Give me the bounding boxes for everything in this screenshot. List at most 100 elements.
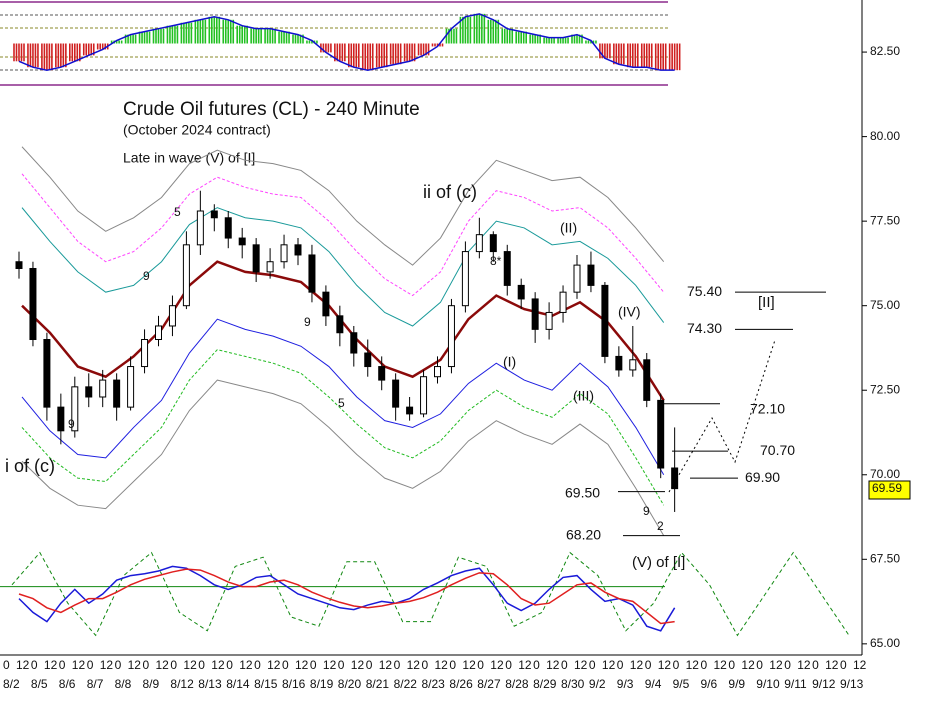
candle-body xyxy=(531,298,539,330)
x-date-label: 9/4 xyxy=(645,677,662,691)
x-hour-label: 12 xyxy=(16,658,30,672)
x-hour-label: 12 xyxy=(295,658,309,672)
projection-path xyxy=(668,339,776,493)
wave-label: 8* xyxy=(490,254,502,268)
wave-label: 5 xyxy=(174,205,181,219)
x-hour-label: 0 xyxy=(701,658,708,672)
wave-label: (II) xyxy=(560,220,577,236)
x-hour-label: 0 xyxy=(784,658,791,672)
x-date-label: 9/11 xyxy=(784,677,807,691)
y-tick-label: 82.50 xyxy=(870,44,900,58)
x-hour-label: 12 xyxy=(490,658,504,672)
x-date-label: 9/12 xyxy=(812,677,836,691)
candle-body xyxy=(308,254,316,293)
x-hour-label: 0 xyxy=(59,658,66,672)
y-tick-label: 75.00 xyxy=(870,298,900,312)
x-hour-label: 0 xyxy=(840,658,847,672)
x-hour-label: 12 xyxy=(518,658,532,672)
level-label: 68.20 xyxy=(566,526,601,542)
x-hour-label: 0 xyxy=(673,658,680,672)
x-hour-label: 0 xyxy=(87,658,94,672)
x-hour-label: 12 xyxy=(797,658,811,672)
candle-body xyxy=(434,366,441,378)
x-date-label: 8/29 xyxy=(533,677,557,691)
x-hour-label: 12 xyxy=(44,658,58,672)
x-hour-label: 12 xyxy=(211,658,225,672)
x-hour-label: 12 xyxy=(602,658,616,672)
x-date-label: 9/10 xyxy=(756,677,780,691)
x-hour-label: 0 xyxy=(617,658,624,672)
band-line xyxy=(21,349,665,506)
candle-body xyxy=(196,210,204,246)
x-hour-label: 0 xyxy=(589,658,596,672)
level-label: 69.90 xyxy=(745,469,780,485)
x-hour-label: 12 xyxy=(239,658,253,672)
y-tick-label: 72.50 xyxy=(870,382,900,396)
x-date-label: 8/26 xyxy=(449,677,473,691)
x-date-label: 8/12 xyxy=(170,677,194,691)
x-date-label: 8/9 xyxy=(143,677,160,691)
x-date-label: 8/21 xyxy=(366,677,390,691)
band-line xyxy=(21,379,665,536)
x-hour-label: 12 xyxy=(407,658,421,672)
wave-label: 9 xyxy=(68,417,75,431)
candle-body xyxy=(127,366,135,408)
wave-label: 9 xyxy=(143,269,150,283)
wave-label: 9 xyxy=(304,315,311,329)
x-hour-label: 0 xyxy=(143,658,150,672)
last-price-box xyxy=(868,480,911,500)
y-tick-label: 80.00 xyxy=(870,129,900,143)
x-date-label: 9/2 xyxy=(589,677,606,691)
x-date-label: 8/15 xyxy=(254,677,278,691)
level-label: 69.50 xyxy=(565,484,600,500)
level-label: 75.40 xyxy=(687,283,722,299)
candle-body xyxy=(559,291,567,313)
x-date-label: 8/23 xyxy=(422,677,446,691)
candle-body xyxy=(406,406,414,415)
x-hour-label: 12 xyxy=(72,658,86,672)
x-date-label: 8/19 xyxy=(310,677,334,691)
last-price-label: 69.59 xyxy=(872,481,902,495)
chart-title: Crude Oil futures (CL) - 240 Minute xyxy=(123,99,420,120)
x-date-label: 8/2 xyxy=(3,677,20,691)
candle-body xyxy=(210,210,218,219)
x-date-label: 8/22 xyxy=(394,677,418,691)
candle-body xyxy=(280,244,288,263)
candle-body xyxy=(252,244,260,273)
candle-body xyxy=(364,352,372,368)
x-hour-label: 0 xyxy=(3,658,10,672)
y-tick-label: 65.00 xyxy=(870,636,900,650)
candle-body xyxy=(43,339,51,408)
candle-body xyxy=(615,355,623,371)
chart-subtitle: (October 2024 contract) xyxy=(123,122,271,138)
x-date-label: 9/5 xyxy=(673,677,690,691)
x-hour-label: 0 xyxy=(449,658,456,672)
candle-body xyxy=(141,339,149,368)
wave-label: 2 xyxy=(657,519,664,533)
x-date-label: 9/6 xyxy=(701,677,718,691)
x-hour-label: 12 xyxy=(183,658,197,672)
x-hour-label: 0 xyxy=(728,658,735,672)
wave-label: (V) of [I] xyxy=(632,554,685,571)
x-hour-label: 12 xyxy=(825,658,839,672)
candle-body xyxy=(629,359,637,371)
candle-body xyxy=(155,325,162,341)
oscillator-line xyxy=(18,565,676,632)
band-line xyxy=(21,207,665,327)
candle-body xyxy=(99,379,107,398)
x-date-label: 9/13 xyxy=(840,677,864,691)
wave-label: i of (c) xyxy=(5,456,55,476)
x-hour-label: 0 xyxy=(477,658,484,672)
histogram-line xyxy=(18,13,675,71)
x-hour-label: 0 xyxy=(505,658,512,672)
candle-body xyxy=(573,264,581,293)
x-date-label: 8/7 xyxy=(87,677,104,691)
candle-body xyxy=(657,399,665,469)
x-hour-label: 0 xyxy=(366,658,373,672)
x-hour-label: 12 xyxy=(267,658,281,672)
x-hour-label: 12 xyxy=(714,658,728,672)
candle-body xyxy=(461,251,469,307)
x-date-label: 9/9 xyxy=(728,677,745,691)
